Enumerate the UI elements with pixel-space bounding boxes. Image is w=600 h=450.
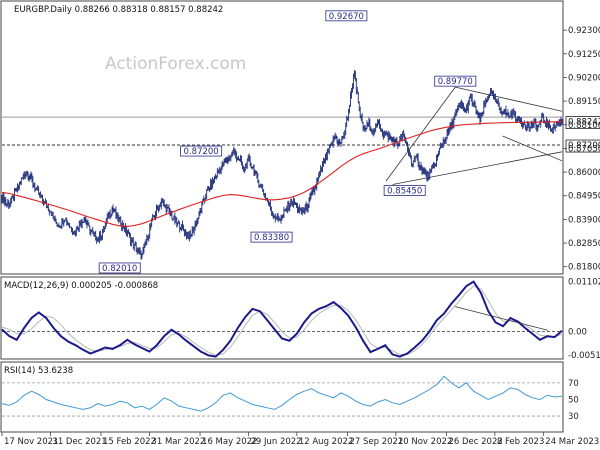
moving-average-line — [1, 121, 563, 227]
price-panel — [0, 0, 564, 275]
x-axis-label: 16 May 2022 — [202, 437, 257, 447]
x-axis-label: 15 Feb 2022 — [103, 437, 156, 447]
price-level-label: 0.85450 — [387, 186, 422, 196]
x-axis-label: 8 Feb 2023 — [497, 437, 545, 447]
price-tag: 0.87200 — [568, 141, 600, 151]
x-axis-label: 12 Aug 2022 — [299, 437, 353, 447]
price-level-label-box — [98, 262, 141, 274]
price-axis-label: 0.90200 — [568, 73, 600, 83]
macd-layer — [1, 280, 563, 358]
x-axis-label: 24 Mar 2023 — [545, 437, 599, 447]
price-tag: 0.88242 — [568, 118, 600, 128]
price-tag-box — [565, 116, 600, 129]
rsi-axis-label: 30 — [568, 412, 579, 422]
x-axis-label: 31 Dec 2021 — [52, 437, 106, 447]
price-level-label: 0.89770 — [438, 77, 473, 87]
price-level-label: 0.82010 — [102, 264, 137, 274]
rsi-line — [1, 375, 563, 412]
channel-trendline — [392, 151, 563, 185]
price-level-label-box — [180, 145, 223, 157]
price-level-label: 0.83380 — [254, 233, 289, 243]
x-axis-label: 31 Mar 2022 — [151, 437, 205, 447]
price-axis-label: 0.84950 — [568, 192, 600, 202]
macd-trendline — [455, 306, 548, 331]
axis-layer: 0.88242 0.87200 0.92300 0.91250 0.90200 0.891… — [1, 26, 600, 447]
price-axis-label: 0.82850 — [568, 239, 600, 249]
channel-trendline — [502, 135, 563, 162]
macd-axis-label: 0.011023 — [568, 278, 600, 288]
price-level-label: 0.87200 — [184, 147, 219, 157]
price-axis-label: 0.92300 — [568, 26, 600, 36]
price-axis-label: 0.86000 — [568, 168, 600, 178]
price-tag-box — [565, 139, 600, 153]
macd-line — [1, 280, 563, 358]
macd-axis-label: -0.005182 — [568, 351, 600, 361]
price-level-label-box — [383, 185, 426, 196]
price-level-label-box — [325, 10, 368, 22]
watermark: ActionForex.com — [105, 54, 246, 74]
price-level-label-box — [250, 231, 293, 243]
macd-title: MACD(12,26,9) 0.000205 -0.000868 — [4, 281, 158, 291]
x-axis-label: 26 Dec 2022 — [448, 437, 502, 447]
rsi-axis-label: 50 — [568, 395, 579, 405]
rsi-axis-label: 70 — [568, 379, 579, 389]
macd-axis-label: 0.00 — [568, 328, 587, 338]
price-level-label-box — [434, 75, 477, 87]
x-axis-label: 27 Sep 2022 — [349, 437, 403, 447]
price-axis-label: 0.87050 — [568, 144, 600, 154]
rsi-title: RSI(14) 53.6238 — [4, 366, 73, 376]
price-axis-label: 0.91250 — [568, 50, 600, 60]
x-axis-label: 17 Nov 2021 — [4, 437, 58, 447]
price-layer: 0.92670 0.89770 0.87200 0.85450 0.83380 0.820… — [0, 10, 564, 274]
x-axis-label: 10 Nov 2022 — [398, 437, 452, 447]
x-axis-label: 29 Jun 2022 — [250, 437, 301, 447]
macd-panel — [0, 276, 564, 360]
chart-header: EURGBP.Daily 0.88266 0.88318 0.88157 0.8… — [14, 5, 223, 15]
rsi-layer — [1, 375, 563, 417]
price-axis-label: 0.89150 — [568, 97, 600, 107]
rsi-panel — [0, 361, 564, 433]
price-level-label: 0.92670 — [329, 12, 364, 22]
channel-trendline — [455, 86, 563, 112]
price-axis-label: 0.88100 — [568, 121, 600, 131]
price-axis-label: 0.81800 — [568, 263, 600, 273]
price-axis-label: 0.83900 — [568, 215, 600, 225]
